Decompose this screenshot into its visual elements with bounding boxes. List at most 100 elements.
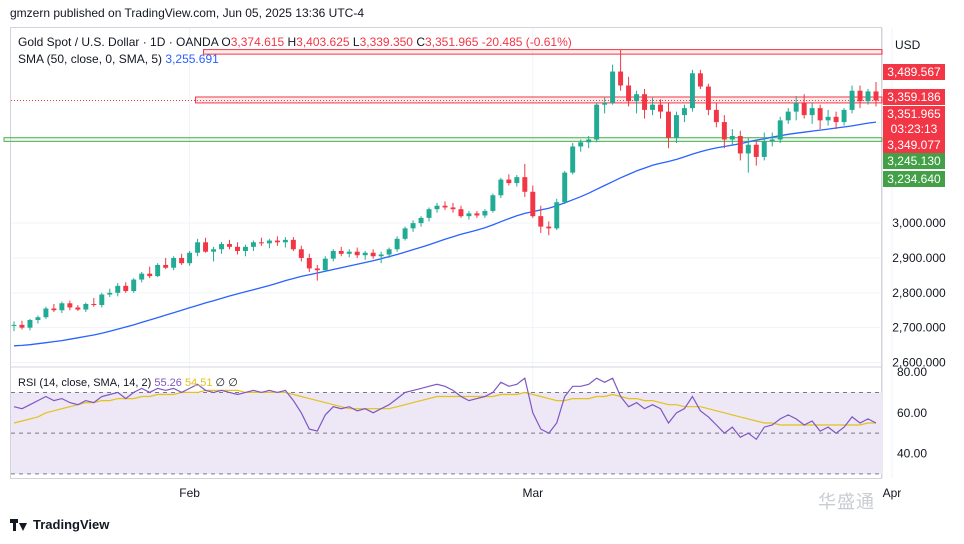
candle — [713, 109, 719, 123]
price-tag-countdown — [883, 121, 945, 137]
candle — [546, 226, 552, 229]
candle — [179, 257, 185, 264]
price-tag-label: 3,489.567 — [887, 65, 941, 79]
rsi-legend[interactable]: RSI (14, close, SMA, 14, 2) 55.26 54.51 … — [18, 376, 238, 389]
price-tag-support — [883, 153, 945, 169]
tradingview-footer[interactable]: TradingView — [10, 517, 109, 532]
candle — [841, 109, 847, 123]
candle — [394, 238, 400, 250]
candle — [642, 94, 648, 110]
candle — [242, 246, 248, 252]
candle — [147, 273, 153, 277]
candle — [282, 239, 288, 243]
currency-label[interactable]: USD — [895, 38, 921, 52]
rsi-tick-label: 80.00 — [897, 365, 927, 379]
candle — [697, 73, 703, 87]
candle — [258, 242, 264, 244]
candle — [586, 139, 592, 143]
x-tick-label: Feb — [179, 486, 200, 500]
support-zone — [3, 137, 883, 142]
price-tag-resistance — [883, 89, 945, 105]
candle — [354, 251, 360, 256]
candle — [346, 251, 352, 254]
rsi-extra-1: ∅ — [215, 377, 226, 389]
open-label: O — [221, 35, 231, 49]
low-label: L — [352, 35, 360, 49]
candle — [27, 320, 33, 328]
price-tag-label: 3,245.130 — [887, 154, 941, 168]
candle — [195, 242, 201, 253]
rsi-extra-2: ∅ — [228, 377, 238, 389]
rsi-tick-label: 40.00 — [897, 447, 927, 461]
candle — [833, 116, 839, 123]
candle — [849, 90, 855, 110]
candle — [115, 285, 121, 293]
candle — [171, 257, 177, 268]
candle — [330, 251, 336, 259]
candle — [75, 307, 81, 310]
candle — [538, 216, 544, 227]
candle — [673, 115, 679, 138]
rsi-tick-label: 60.00 — [897, 406, 927, 420]
candle — [203, 242, 209, 252]
change-value: -20.485 (-0.61%) — [481, 35, 572, 49]
candle — [250, 242, 256, 247]
candle — [570, 146, 576, 173]
watermark: 华盛通 — [818, 492, 875, 512]
candle — [474, 213, 480, 216]
candle — [67, 303, 73, 308]
candle — [745, 144, 751, 154]
candle — [482, 210, 488, 216]
price-tag-label: 3,359.186 — [887, 90, 941, 104]
candle — [530, 191, 536, 217]
low-value: 3,339.350 — [359, 35, 413, 49]
candle — [59, 303, 65, 311]
candle — [139, 273, 145, 280]
candle — [490, 195, 496, 211]
candle — [338, 251, 344, 254]
candle — [610, 71, 616, 103]
candle — [689, 73, 695, 109]
candle — [19, 324, 25, 328]
candle — [466, 213, 472, 217]
candle — [801, 102, 807, 116]
published-info: gmzern published on TradingView.com, Jun… — [10, 6, 364, 20]
candle — [681, 108, 687, 116]
candle — [793, 102, 799, 112]
candle — [761, 141, 767, 157]
price-tick-label: 2,900.000 — [892, 251, 946, 265]
candle — [594, 104, 600, 140]
candle — [266, 240, 272, 244]
high-label: H — [287, 35, 297, 49]
candle — [227, 244, 232, 247]
price-tag-support — [883, 171, 945, 187]
candle — [442, 205, 448, 208]
candle — [729, 136, 735, 140]
sma-label: SMA (50, close, 0, SMA, 5) — [18, 52, 163, 66]
symbol-legend[interactable]: Gold Spot / U.S. Dollar · 1D · OANDA O3,… — [18, 35, 572, 49]
candle — [322, 258, 328, 271]
candle — [290, 239, 296, 250]
price-tag-resistance — [883, 64, 945, 80]
rsi-value: 55.26 — [154, 377, 182, 389]
sma-line — [13, 121, 877, 347]
candle — [721, 122, 727, 140]
price-tag-last — [883, 106, 945, 122]
candle — [506, 179, 512, 184]
candle — [737, 136, 743, 154]
high-value: 3,403.625 — [296, 35, 350, 49]
candle — [402, 228, 408, 239]
candle — [378, 254, 384, 257]
candle — [298, 249, 304, 258]
sma-legend[interactable]: SMA (50, close, 0, SMA, 5) 3,255.691 — [18, 52, 219, 66]
x-tick-label: Apr — [883, 486, 902, 500]
price-tick-label: 2,600.000 — [892, 356, 946, 370]
candle — [554, 202, 560, 229]
candle — [705, 86, 711, 110]
candle — [131, 279, 137, 292]
candle — [434, 205, 440, 210]
price-tag-label: 03:23:13 — [891, 122, 938, 136]
candle — [219, 244, 224, 250]
close-value: 3,351.965 — [424, 35, 479, 49]
